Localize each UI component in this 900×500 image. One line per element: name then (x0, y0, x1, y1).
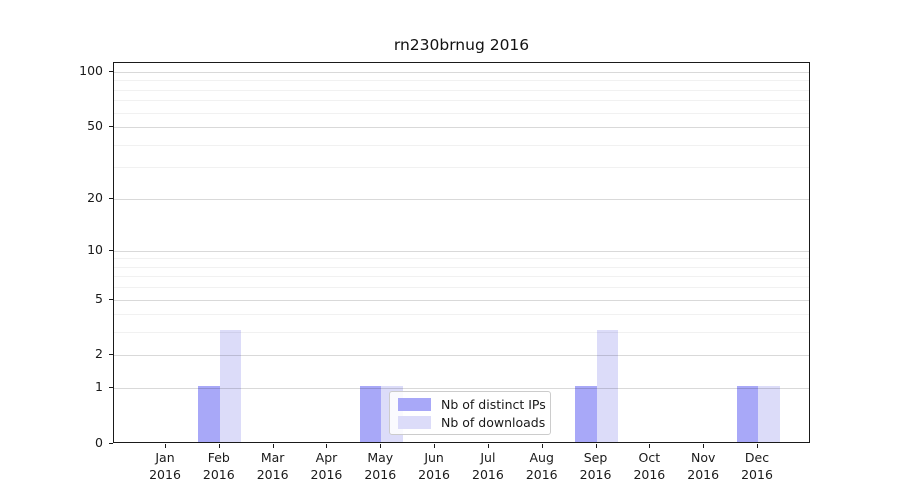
y-tick-mark (109, 299, 113, 300)
chart-title: rn230brnug 2016 (393, 36, 530, 54)
y-tick-mark (109, 354, 113, 355)
gridline-major (114, 299, 809, 301)
gridline-major (114, 198, 809, 200)
x-tick-mark (757, 444, 758, 448)
x-tick-label: Jun 2016 (418, 450, 450, 482)
x-tick-label: Dec 2016 (741, 450, 773, 482)
legend-label-downloads: Nb of downloads (441, 414, 546, 430)
x-tick-mark (380, 444, 382, 448)
x-tick-mark (703, 444, 705, 448)
y-tick-mark (109, 443, 113, 444)
x-tick-mark (218, 444, 220, 448)
x-tick-label: Feb 2016 (202, 450, 235, 482)
x-tick-label: Jan 2016 (149, 450, 181, 482)
gridline-major (114, 72, 809, 74)
gridline-minor (114, 258, 809, 260)
y-tick-label: 100 (79, 63, 103, 79)
gridline-minor (114, 89, 809, 91)
gridline-minor (114, 287, 809, 289)
gridline-minor (114, 314, 809, 316)
x-tick-label: Mar 2016 (256, 450, 289, 482)
x-tick-mark (326, 444, 328, 448)
bar-downloads-feb (219, 330, 242, 442)
y-tick-mark (109, 387, 113, 388)
gridline-minor (114, 80, 809, 82)
legend-swatch-distinct-ips (398, 397, 431, 411)
y-tick-mark (109, 71, 113, 72)
gridline-minor (114, 112, 809, 114)
bar-distinct-ips-sep (575, 386, 597, 442)
x-tick-label: Aug 2016 (525, 450, 558, 482)
y-tick-mark (109, 126, 113, 127)
bar-distinct-ips-may (359, 386, 382, 442)
gridline-major (114, 250, 809, 252)
y-tick-label: 2 (95, 346, 103, 362)
x-tick-mark (434, 444, 436, 448)
bar-distinct-ips-feb (198, 386, 220, 442)
x-tick-mark (487, 444, 489, 448)
gridline-minor (114, 276, 809, 278)
plot-area (113, 62, 810, 443)
gridline-minor (114, 332, 809, 334)
y-tick-mark (109, 250, 113, 251)
bar-downloads-sep (596, 330, 619, 442)
bar-distinct-ips-dec (736, 386, 758, 442)
gridline-minor (114, 100, 809, 102)
gridline-major (114, 127, 809, 129)
y-tick-label: 50 (87, 118, 103, 134)
gridline-minor (114, 266, 809, 268)
y-tick-mark (109, 198, 113, 199)
gridline-major (114, 388, 809, 390)
y-tick-label: 10 (87, 241, 103, 257)
x-tick-label: Apr 2016 (310, 450, 343, 482)
x-tick-label: Oct 2016 (633, 450, 666, 482)
x-tick-mark (595, 444, 597, 448)
y-tick-label: 0 (95, 435, 103, 450)
x-tick-mark (165, 444, 166, 448)
x-tick-label: Nov 2016 (687, 450, 720, 482)
gridline-minor (114, 144, 809, 146)
bar-downloads-dec (758, 386, 780, 442)
x-tick-label: May 2016 (364, 450, 397, 482)
legend-item-downloads: Nb of downloads (398, 414, 546, 430)
x-tick-label: Sep 2016 (579, 450, 612, 482)
legend: Nb of distinct IPs Nb of downloads (389, 391, 551, 435)
legend-swatch-downloads (398, 415, 431, 429)
x-tick-mark (649, 444, 651, 448)
y-tick-label: 5 (95, 290, 103, 306)
gridline-minor (114, 167, 809, 169)
legend-item-distinct-ips: Nb of distinct IPs (398, 397, 546, 412)
y-tick-label: 1 (95, 379, 103, 395)
legend-label-distinct-ips: Nb of distinct IPs (441, 396, 546, 412)
x-tick-label: Jul 2016 (472, 450, 504, 482)
x-tick-mark (541, 444, 543, 448)
y-tick-label: 20 (87, 189, 103, 205)
x-tick-mark (272, 444, 274, 448)
gridline-major (114, 355, 809, 357)
